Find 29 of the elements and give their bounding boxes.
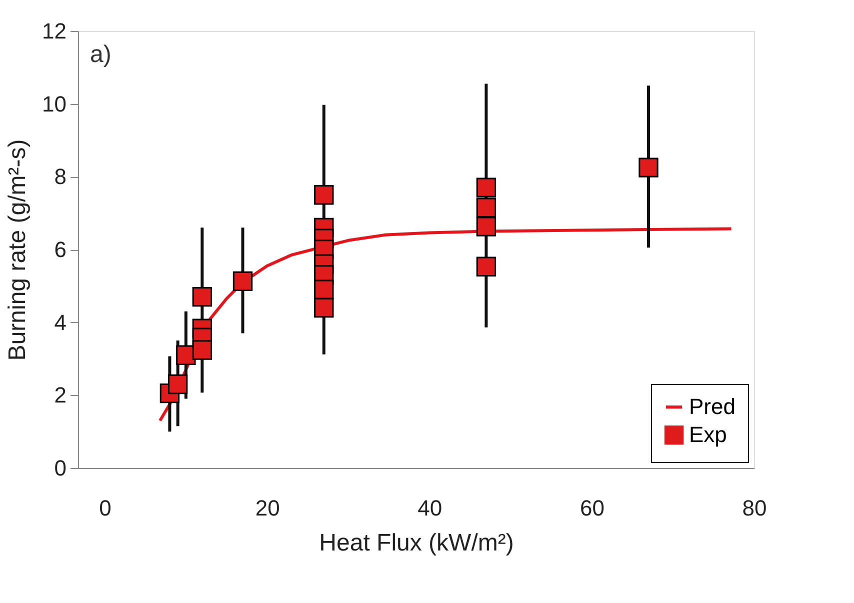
legend-label: Exp — [689, 422, 727, 447]
x-tick-label: 20 — [255, 496, 280, 520]
point — [168, 374, 188, 394]
point — [638, 158, 658, 178]
x-tick-label: 0 — [99, 496, 112, 520]
x-tick-label: 40 — [418, 496, 442, 520]
point — [476, 198, 496, 218]
point — [476, 178, 496, 198]
y-axis-title: Burning rate (g/m²-s) — [4, 139, 32, 361]
point — [192, 287, 212, 307]
point — [314, 185, 334, 205]
point — [476, 216, 496, 236]
annotation: a) — [90, 41, 112, 68]
y-tick-label: 0 — [54, 456, 66, 480]
x-tick-label: 60 — [580, 496, 604, 520]
x-axis-title: Heat Flux (kW/m²) — [319, 530, 514, 556]
y-tick-label: 6 — [54, 237, 66, 262]
point — [476, 256, 496, 276]
point — [314, 280, 334, 300]
y-tick-label: 4 — [54, 310, 66, 335]
y-tick-label: 12 — [42, 18, 66, 44]
x-tick-label: 80 — [742, 496, 767, 520]
y-tick-label: 8 — [54, 164, 66, 190]
point — [232, 271, 253, 292]
point — [192, 340, 212, 360]
y-tick-label: 10 — [42, 91, 66, 116]
legend-label: Pred — [689, 394, 736, 419]
point — [314, 298, 334, 318]
y-tick-label: 2 — [54, 382, 66, 408]
